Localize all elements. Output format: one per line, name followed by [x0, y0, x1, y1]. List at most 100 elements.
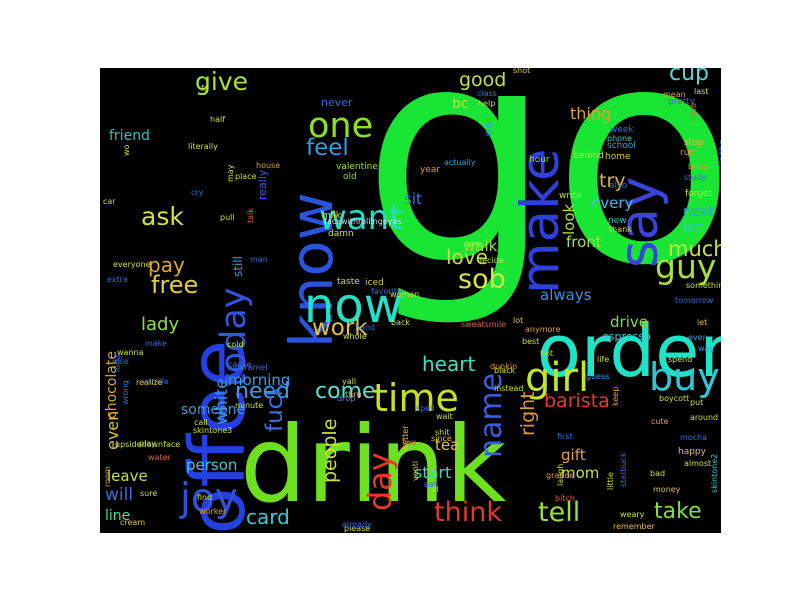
word: sob [458, 264, 506, 295]
word: espresso [602, 330, 651, 343]
word: walk [463, 237, 498, 255]
word: place [235, 172, 257, 181]
word: joy [180, 476, 238, 521]
word: now [304, 278, 404, 334]
word: everyone [113, 260, 151, 269]
word: time [373, 376, 459, 420]
word: let [697, 318, 708, 327]
word: forget [685, 189, 712, 199]
word: person [186, 456, 238, 474]
word: mom [561, 464, 600, 482]
word: actually [444, 158, 476, 167]
word: line [105, 508, 131, 524]
word: car [103, 197, 116, 206]
word: need [235, 379, 290, 404]
word: extra [107, 275, 128, 284]
word: wrong [121, 380, 130, 405]
word: wait [436, 412, 453, 421]
word: man [250, 255, 268, 264]
word: back [391, 318, 411, 327]
word: way [698, 344, 715, 353]
word: one [308, 106, 374, 146]
word: wanna [117, 348, 144, 357]
word: valentine [336, 162, 378, 172]
word: bring [688, 162, 709, 171]
word: literally [188, 142, 218, 151]
word: good [459, 69, 507, 91]
word: next [683, 204, 715, 220]
word: pretty [668, 97, 696, 107]
word: start [414, 463, 452, 482]
word: two [402, 438, 417, 447]
word: still [231, 256, 245, 277]
word: girl [525, 355, 590, 401]
word: study [684, 173, 707, 182]
word: lot [513, 316, 524, 325]
word: whole [343, 332, 367, 341]
word: weary [620, 510, 645, 519]
word: remember [613, 522, 655, 531]
word: want [319, 198, 403, 238]
word: tea [435, 436, 460, 454]
word: almost [684, 459, 712, 468]
word: black [494, 366, 516, 375]
word: bad [650, 469, 666, 478]
word: tomorrow [675, 296, 714, 305]
word: stop [684, 138, 704, 148]
word: ask [141, 202, 184, 231]
word: hand [355, 323, 376, 332]
word: nice [112, 357, 129, 366]
word: yall [342, 377, 357, 386]
word: money [653, 485, 681, 494]
word: new [608, 216, 627, 226]
word: mean [663, 90, 686, 99]
word: latte [716, 138, 721, 166]
word: mocha [680, 433, 708, 442]
word: cute [651, 417, 669, 426]
word: day [361, 452, 399, 511]
word: sure [140, 489, 158, 498]
word: school [607, 141, 636, 151]
word: anymore [525, 325, 561, 334]
word: wo [122, 144, 131, 156]
word: hour [529, 155, 550, 165]
word: really [256, 169, 269, 200]
word: barista [544, 390, 610, 412]
word: favorite [371, 287, 402, 296]
word: boycott [659, 394, 690, 403]
word: love [446, 245, 488, 269]
word: week [610, 125, 634, 135]
word: cup [669, 68, 710, 86]
word: house [256, 161, 281, 170]
word: right [517, 391, 539, 436]
word: first [557, 432, 573, 441]
word: grande [546, 471, 575, 480]
word: look [560, 203, 578, 235]
word: try [599, 170, 626, 192]
word: drive [610, 313, 648, 331]
word: since [431, 434, 452, 443]
word: sweatsmile [461, 320, 506, 329]
word: ice [683, 220, 704, 236]
word-cloud-panel: go drink coffee order know say make now joy want g… [100, 68, 721, 533]
word: water [148, 453, 171, 462]
word: think [434, 497, 502, 528]
word: make [145, 339, 167, 348]
word: best [522, 337, 540, 346]
word: feel [306, 135, 349, 161]
word: run [680, 148, 696, 158]
word: last [694, 87, 709, 96]
word: always [540, 286, 592, 304]
word: caramel [235, 363, 268, 372]
word: cold [227, 340, 244, 349]
word: find [197, 493, 213, 502]
word: tell [538, 497, 581, 528]
word: shit [435, 428, 450, 437]
word: keep [611, 386, 620, 406]
word: may [226, 164, 235, 182]
word: drink [240, 404, 507, 526]
word-cloud: go drink coffee order know say make now joy want g… [100, 68, 721, 533]
word: sit [404, 190, 422, 208]
word: heart [422, 352, 476, 376]
word: cry [191, 188, 204, 197]
